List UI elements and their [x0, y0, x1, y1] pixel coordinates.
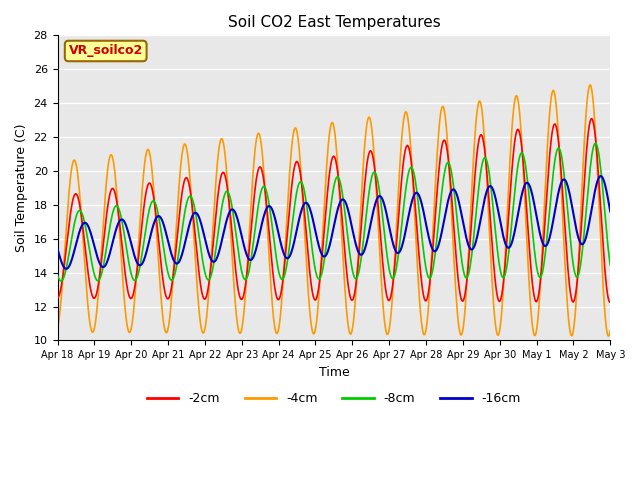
Text: VR_soilco2: VR_soilco2	[68, 45, 143, 58]
X-axis label: Time: Time	[319, 366, 349, 379]
Legend: -2cm, -4cm, -8cm, -16cm: -2cm, -4cm, -8cm, -16cm	[142, 387, 526, 410]
Title: Soil CO2 East Temperatures: Soil CO2 East Temperatures	[227, 15, 440, 30]
Y-axis label: Soil Temperature (C): Soil Temperature (C)	[15, 124, 28, 252]
